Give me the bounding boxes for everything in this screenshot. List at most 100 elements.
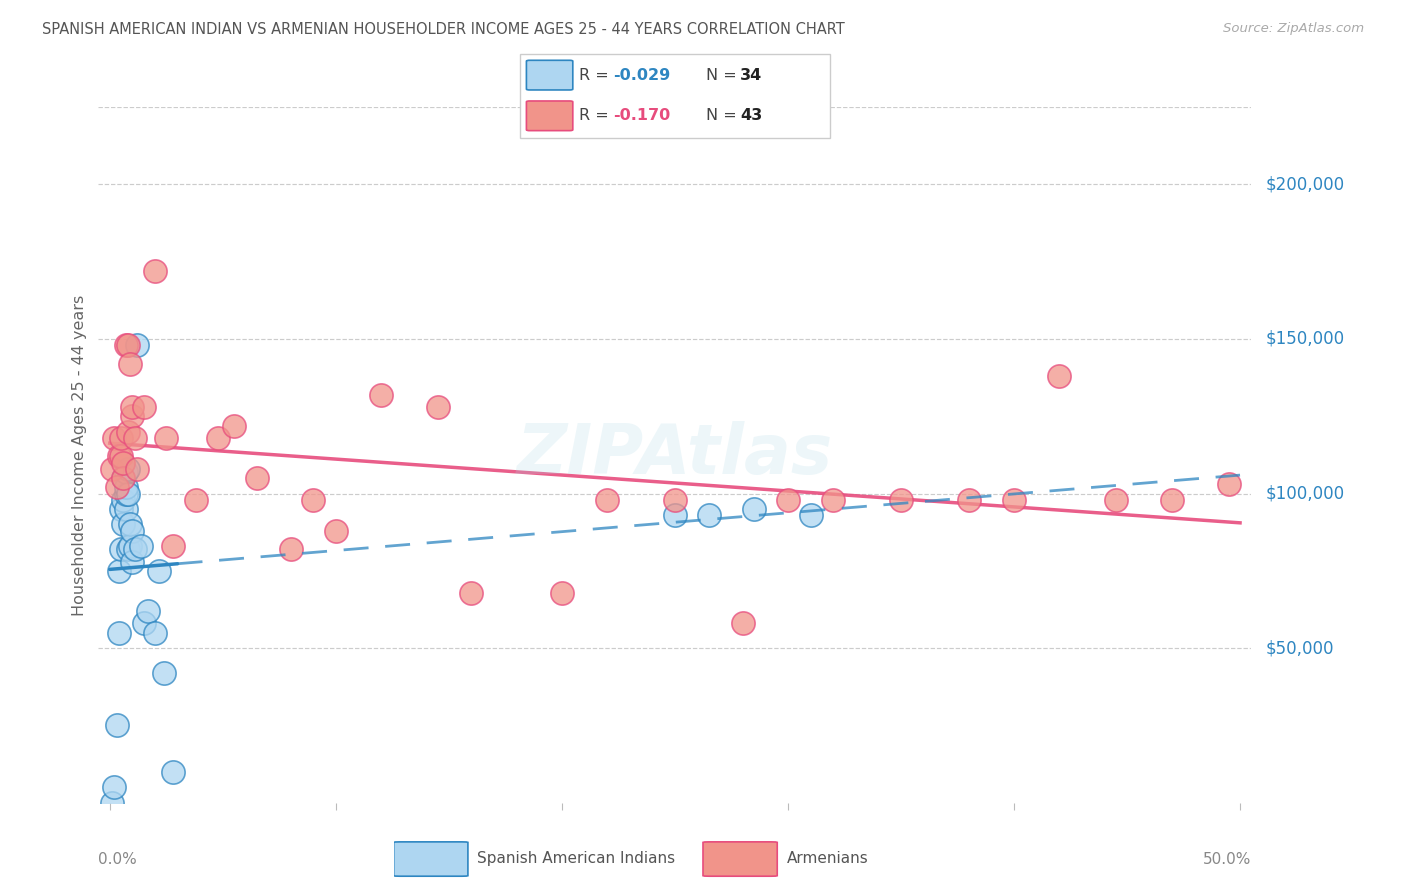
Point bbox=[143, 264, 166, 278]
Point bbox=[124, 542, 146, 557]
Point bbox=[112, 517, 135, 532]
Point bbox=[302, 492, 325, 507]
Point bbox=[114, 502, 136, 516]
Point bbox=[697, 508, 720, 523]
Point bbox=[125, 338, 148, 352]
Point bbox=[121, 400, 143, 414]
Point bbox=[136, 604, 159, 618]
Point bbox=[121, 555, 143, 569]
Point bbox=[110, 502, 132, 516]
Point bbox=[280, 542, 302, 557]
Text: -0.170: -0.170 bbox=[613, 108, 671, 123]
Text: ZIPAtlas: ZIPAtlas bbox=[517, 421, 832, 489]
Point bbox=[107, 450, 129, 464]
Point bbox=[325, 524, 347, 538]
Point bbox=[184, 492, 207, 507]
Text: Armenians: Armenians bbox=[786, 851, 869, 866]
Point bbox=[131, 539, 153, 553]
Point bbox=[162, 764, 184, 779]
Point bbox=[105, 718, 128, 732]
Point bbox=[117, 425, 139, 439]
Text: 43: 43 bbox=[740, 108, 762, 123]
Text: $200,000: $200,000 bbox=[1265, 176, 1344, 194]
Point bbox=[107, 625, 129, 640]
Text: R =: R = bbox=[579, 108, 614, 123]
Point bbox=[112, 492, 135, 507]
Point bbox=[1105, 492, 1128, 507]
Text: R =: R = bbox=[579, 68, 614, 83]
Point bbox=[823, 492, 845, 507]
Point bbox=[105, 480, 128, 494]
Text: -0.029: -0.029 bbox=[613, 68, 671, 83]
Point bbox=[114, 338, 136, 352]
Point bbox=[132, 616, 155, 631]
Text: $50,000: $50,000 bbox=[1265, 640, 1334, 657]
Point bbox=[155, 431, 177, 445]
Point bbox=[112, 471, 135, 485]
Point bbox=[1002, 492, 1025, 507]
Point bbox=[596, 492, 619, 507]
Point bbox=[124, 431, 146, 445]
Point bbox=[103, 780, 125, 795]
Point bbox=[957, 492, 980, 507]
Text: SPANISH AMERICAN INDIAN VS ARMENIAN HOUSEHOLDER INCOME AGES 25 - 44 YEARS CORREL: SPANISH AMERICAN INDIAN VS ARMENIAN HOUS… bbox=[42, 22, 845, 37]
Point bbox=[112, 471, 135, 485]
Point bbox=[117, 338, 139, 352]
Point bbox=[114, 480, 136, 494]
Point bbox=[103, 431, 125, 445]
Point bbox=[120, 357, 142, 371]
Point bbox=[153, 665, 176, 680]
Text: $150,000: $150,000 bbox=[1265, 330, 1344, 348]
Point bbox=[101, 796, 124, 810]
Text: N =: N = bbox=[706, 68, 742, 83]
Point bbox=[1047, 369, 1070, 384]
Point bbox=[890, 492, 912, 507]
Point bbox=[110, 450, 132, 464]
Point bbox=[731, 616, 754, 631]
Point bbox=[776, 492, 799, 507]
Point bbox=[143, 625, 166, 640]
Point bbox=[370, 387, 392, 401]
Text: Source: ZipAtlas.com: Source: ZipAtlas.com bbox=[1223, 22, 1364, 36]
Point bbox=[460, 585, 482, 599]
Point bbox=[117, 462, 139, 476]
Point bbox=[664, 508, 686, 523]
Point bbox=[246, 471, 269, 485]
Point bbox=[742, 502, 765, 516]
Y-axis label: Householder Income Ages 25 - 44 years: Householder Income Ages 25 - 44 years bbox=[72, 294, 87, 615]
FancyBboxPatch shape bbox=[526, 61, 572, 90]
Point bbox=[114, 486, 136, 500]
Point bbox=[132, 400, 155, 414]
Text: N =: N = bbox=[706, 108, 742, 123]
Text: Spanish American Indians: Spanish American Indians bbox=[477, 851, 675, 866]
Point bbox=[1218, 477, 1240, 491]
Point bbox=[1161, 492, 1184, 507]
Point bbox=[120, 539, 142, 553]
FancyBboxPatch shape bbox=[394, 842, 468, 876]
FancyBboxPatch shape bbox=[520, 54, 830, 138]
Point bbox=[110, 542, 132, 557]
Text: 50.0%: 50.0% bbox=[1204, 852, 1251, 866]
Point bbox=[107, 564, 129, 578]
Point bbox=[112, 456, 135, 470]
Point bbox=[110, 431, 132, 445]
Point bbox=[426, 400, 449, 414]
FancyBboxPatch shape bbox=[526, 101, 572, 130]
Point bbox=[117, 486, 139, 500]
Point bbox=[664, 492, 686, 507]
Point bbox=[121, 524, 143, 538]
Point bbox=[222, 418, 245, 433]
Text: $100,000: $100,000 bbox=[1265, 484, 1344, 502]
Text: 34: 34 bbox=[740, 68, 762, 83]
Point bbox=[121, 409, 143, 424]
Text: 0.0%: 0.0% bbox=[98, 852, 138, 866]
Point bbox=[162, 539, 184, 553]
Point bbox=[114, 465, 136, 479]
Point bbox=[551, 585, 574, 599]
Point bbox=[799, 508, 821, 523]
Point bbox=[207, 431, 229, 445]
Point bbox=[101, 462, 124, 476]
Point bbox=[120, 517, 142, 532]
Point bbox=[125, 462, 148, 476]
Point bbox=[148, 564, 170, 578]
